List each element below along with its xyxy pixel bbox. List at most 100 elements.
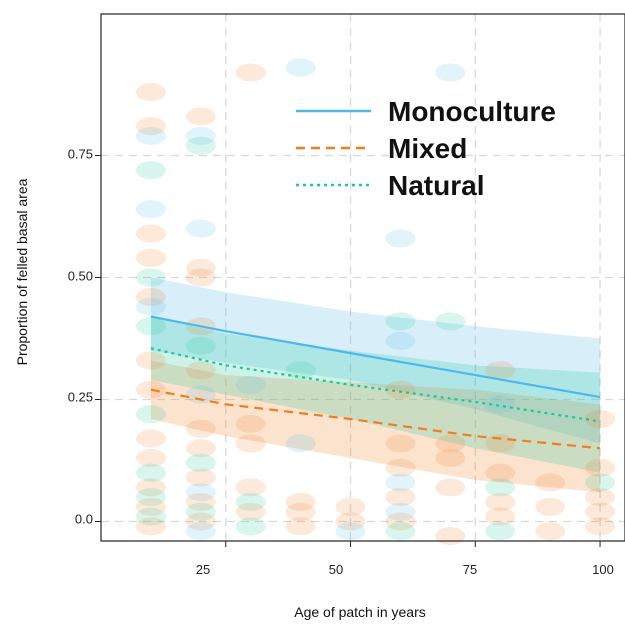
observation-point: [585, 517, 616, 536]
observation-point: [335, 512, 366, 531]
observation-point: [485, 522, 516, 541]
x-axis-title: Age of patch in years: [294, 604, 426, 620]
observation-point: [185, 483, 216, 502]
ci-band-natural: [150, 316, 601, 473]
observation-point: [385, 458, 416, 477]
observation-point: [135, 83, 166, 102]
ci-band-monoculture: [150, 277, 601, 444]
observation-point: [585, 488, 616, 507]
observation-point: [135, 224, 166, 243]
observation-point: [135, 497, 166, 516]
observation-point: [235, 434, 266, 453]
observation-point: [185, 502, 216, 521]
observation-point: [485, 478, 516, 497]
observation-point: [485, 463, 516, 482]
observation-point: [485, 395, 516, 414]
observation-point: [485, 492, 516, 511]
observation-point: [285, 434, 316, 453]
observation-point: [585, 473, 616, 492]
legend-label-mixed: Mixed: [388, 133, 467, 164]
observation-point: [135, 463, 166, 482]
observation-point: [185, 258, 216, 277]
observation-point: [135, 405, 166, 424]
observation-point: [385, 502, 416, 521]
observation-point: [385, 522, 416, 541]
observation-point: [135, 126, 166, 145]
x-tick-label: 25: [196, 562, 210, 577]
observation-point: [585, 410, 616, 429]
observation-point: [185, 439, 216, 458]
trend-line-mixed: [150, 388, 601, 450]
observation-point: [135, 288, 166, 307]
observation-point: [285, 58, 316, 77]
observation-point: [185, 219, 216, 238]
x-tick-labels: 25 50 75 100: [196, 562, 614, 577]
observation-point: [185, 468, 216, 487]
observation-point: [185, 136, 216, 155]
observation-point: [335, 497, 366, 516]
observation-point: [185, 453, 216, 472]
observation-point: [485, 507, 516, 526]
observation-point: [135, 449, 166, 468]
observation-point: [235, 478, 266, 497]
x-tick-label: 100: [592, 562, 614, 577]
observation-point: [185, 419, 216, 438]
observation-point: [185, 268, 216, 287]
legend-label-natural: Natural: [388, 170, 484, 201]
observation-point: [435, 434, 466, 453]
observation-point: [135, 429, 166, 448]
observation-point: [135, 117, 166, 136]
observation-point: [485, 361, 516, 380]
observation-point: [135, 351, 166, 370]
observation-point: [535, 497, 566, 516]
observation-point: [285, 502, 316, 521]
confidence-bands: [150, 277, 601, 493]
observation-point: [385, 434, 416, 453]
observation-point: [385, 380, 416, 399]
observation-point: [235, 63, 266, 82]
observation-point: [585, 458, 616, 477]
y-tick-label: 0.25: [68, 389, 93, 404]
observation-point: [135, 517, 166, 536]
trend-line-natural: [150, 347, 601, 423]
axis-ticks: [95, 155, 601, 547]
observation-point: [135, 248, 166, 267]
observation-point: [135, 297, 166, 316]
legend: Monoculture Mixed Natural: [296, 96, 556, 201]
y-tick-label: 0.50: [68, 268, 93, 283]
observation-point: [535, 522, 566, 541]
observation-point: [235, 517, 266, 536]
y-axis-title: Proportion of felled basal area: [14, 178, 30, 365]
observation-point: [585, 502, 616, 521]
observation-point: [535, 473, 566, 492]
observation-point: [435, 478, 466, 497]
x-tick-label: 50: [329, 562, 343, 577]
observation-point: [285, 517, 316, 536]
observation-point: [385, 488, 416, 507]
observation-point: [285, 361, 316, 380]
observation-point: [335, 522, 366, 541]
trend-line-monoculture: [150, 315, 601, 399]
y-tick-label: 0.75: [68, 146, 93, 161]
observation-point: [185, 336, 216, 355]
observation-point: [185, 492, 216, 511]
observation-point: [285, 492, 316, 511]
observation-point: [135, 507, 166, 526]
observation-point: [235, 502, 266, 521]
observation-point: [185, 522, 216, 541]
observation-point: [385, 331, 416, 350]
observation-point: [135, 488, 166, 507]
ci-band-mixed: [150, 360, 601, 493]
observation-point: [185, 361, 216, 380]
observation-point: [385, 512, 416, 531]
observation-point: [185, 107, 216, 126]
observation-point: [385, 473, 416, 492]
observation-point: [435, 312, 466, 331]
observation-point: [185, 385, 216, 404]
trend-lines: [150, 315, 601, 450]
observation-point: [185, 512, 216, 531]
x-tick-label: 75: [463, 562, 477, 577]
observation-point: [135, 200, 166, 219]
observation-point: [135, 268, 166, 287]
